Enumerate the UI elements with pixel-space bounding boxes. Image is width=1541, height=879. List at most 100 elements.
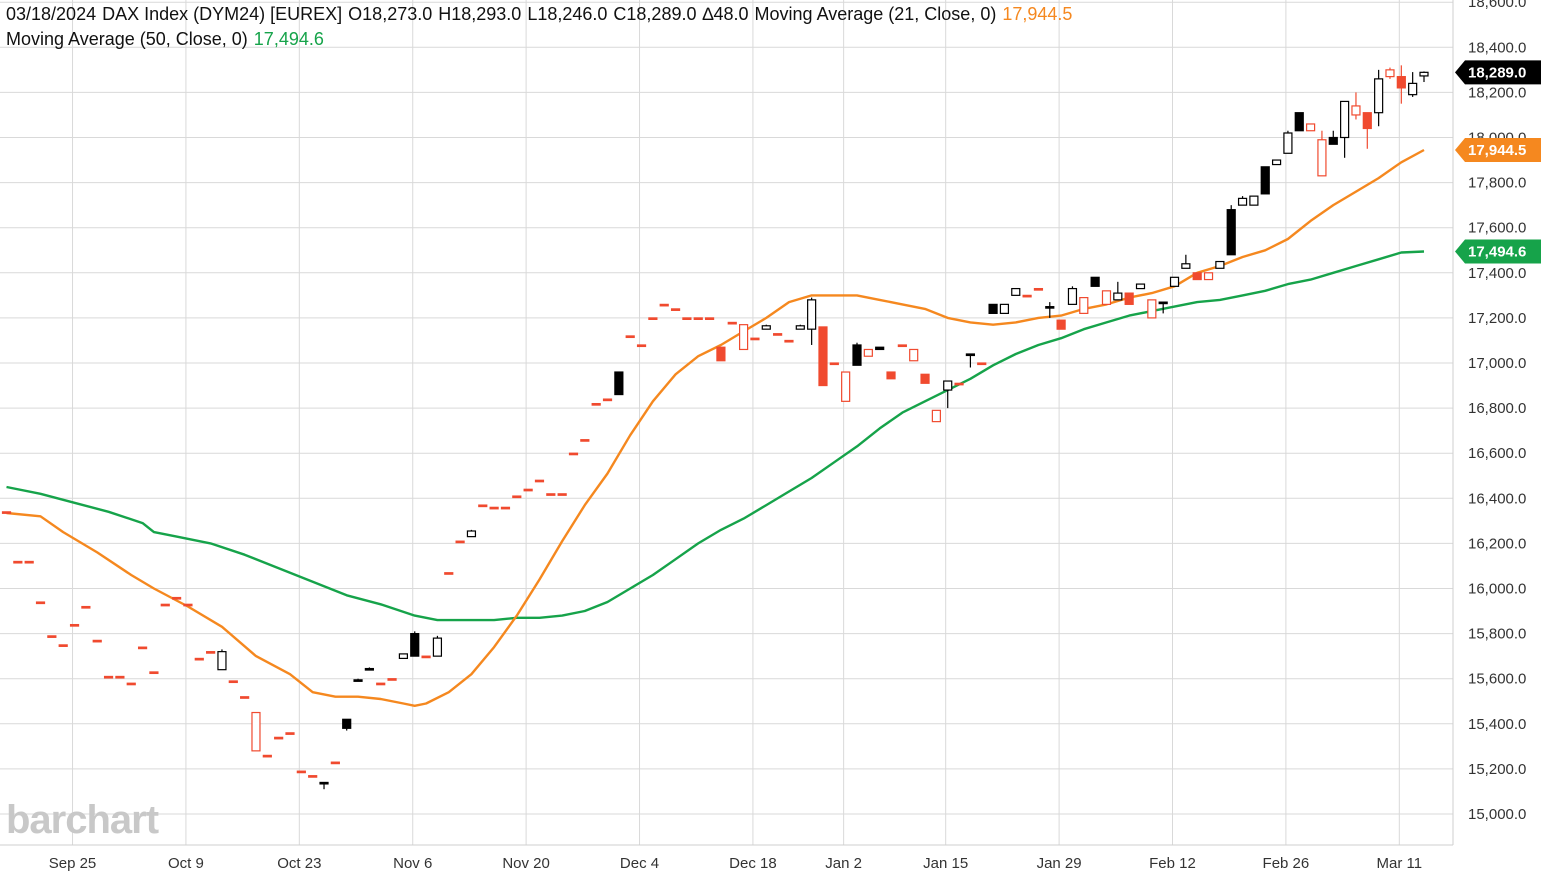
candle-body <box>818 326 828 387</box>
candle <box>466 529 477 538</box>
candle <box>863 348 873 357</box>
ma21-label: Moving Average (21, Close, 0) <box>754 4 997 24</box>
last-price-tag-shape <box>1455 60 1541 85</box>
candle-body <box>58 644 68 647</box>
candle <box>557 493 567 496</box>
candle-body <box>875 346 885 351</box>
candle <box>920 373 930 384</box>
candle <box>172 596 182 600</box>
candle-body <box>1 511 12 514</box>
candle <box>625 335 635 339</box>
candle <box>648 317 658 320</box>
candle-body <box>410 632 420 657</box>
candle-body <box>965 353 976 357</box>
candle <box>262 754 272 758</box>
candle <box>999 303 1010 314</box>
candle-body <box>376 682 386 686</box>
candle-body <box>1022 294 1032 298</box>
candle-body <box>750 337 760 341</box>
last-price-tag-text: 18,289.0 <box>1468 64 1526 81</box>
candle-body <box>137 646 148 650</box>
candle-body <box>1135 283 1146 290</box>
candle-body <box>591 402 601 406</box>
candle-body <box>1396 76 1406 89</box>
header-symbol: DAX Index (DYM24) [EUREX] <box>102 4 343 24</box>
candle <box>738 324 749 351</box>
candle <box>194 657 204 661</box>
candle-body <box>1181 263 1191 269</box>
x-tick-label: Mar 11 <box>1377 855 1423 872</box>
candle <box>1328 130 1338 145</box>
candle-body <box>829 362 839 366</box>
candle <box>115 675 125 679</box>
candle-body <box>24 560 34 564</box>
candle-body <box>625 335 635 339</box>
candle <box>534 479 545 483</box>
candle <box>1045 302 1055 318</box>
candle <box>1340 100 1350 158</box>
candle-body <box>342 718 352 729</box>
y-tick-label: 16,800.0 <box>1468 400 1526 417</box>
candle-body <box>795 325 805 330</box>
candle-body <box>704 317 715 320</box>
candle <box>965 353 976 368</box>
candle <box>795 324 805 330</box>
candle <box>670 308 681 311</box>
candle <box>149 671 159 675</box>
candle-body <box>228 680 238 684</box>
candle <box>1147 299 1157 319</box>
x-tick-label: Feb 12 <box>1149 855 1196 872</box>
candle-body <box>69 623 80 627</box>
ma50-tag-text: 17,494.6 <box>1468 243 1526 260</box>
x-tick-label: Nov 20 <box>502 855 550 872</box>
candle <box>421 655 431 659</box>
candle <box>1203 272 1214 281</box>
candle-body <box>500 506 511 510</box>
candle <box>1283 130 1293 154</box>
x-tick-label: Dec 18 <box>729 855 777 872</box>
candle-body <box>1033 287 1044 291</box>
x-tick-label: Jan 29 <box>1037 855 1082 872</box>
candle <box>183 603 193 607</box>
candle-body <box>35 601 46 605</box>
candle <box>1124 292 1134 305</box>
candle-body <box>251 711 261 752</box>
ma21-tag: 17,944.5 <box>1455 138 1541 163</box>
candle <box>1215 260 1225 269</box>
candle <box>1237 196 1248 206</box>
candle-body <box>546 493 556 496</box>
candle <box>716 346 726 362</box>
candle <box>807 297 817 345</box>
x-tick-label: Jan 2 <box>825 855 862 872</box>
candle-body <box>240 696 250 699</box>
candle <box>1135 283 1146 290</box>
candle <box>319 781 329 790</box>
chart-header-line-1: 03/18/2024 DAX Index (DYM24) [EUREX] O18,2… <box>6 4 1078 25</box>
candle-body <box>852 344 862 366</box>
candle-body <box>784 339 794 343</box>
candle-body <box>1158 301 1168 305</box>
candle-body <box>126 682 136 686</box>
candle <box>977 362 987 366</box>
candle <box>1362 112 1372 149</box>
candle-body <box>602 398 613 402</box>
candle-body <box>1169 276 1180 287</box>
price-tags: 18,289.0 17,944.5 17,494.6 <box>1455 60 1541 264</box>
grid <box>0 0 1454 846</box>
candle-body <box>172 596 182 600</box>
candle-body <box>1237 197 1248 206</box>
header-high: H18,293.0 <box>438 4 522 24</box>
candle <box>137 646 148 650</box>
candle-body <box>1147 299 1157 319</box>
candle <box>727 321 737 325</box>
candle-body <box>943 380 953 391</box>
candle <box>943 380 953 409</box>
candle-body <box>807 299 817 330</box>
candle-body <box>466 530 477 538</box>
candle-body <box>1351 105 1361 116</box>
y-tick-label: 15,600.0 <box>1468 671 1526 688</box>
candle <box>954 382 964 386</box>
y-tick-label: 17,200.0 <box>1468 310 1526 327</box>
candle <box>103 675 114 679</box>
